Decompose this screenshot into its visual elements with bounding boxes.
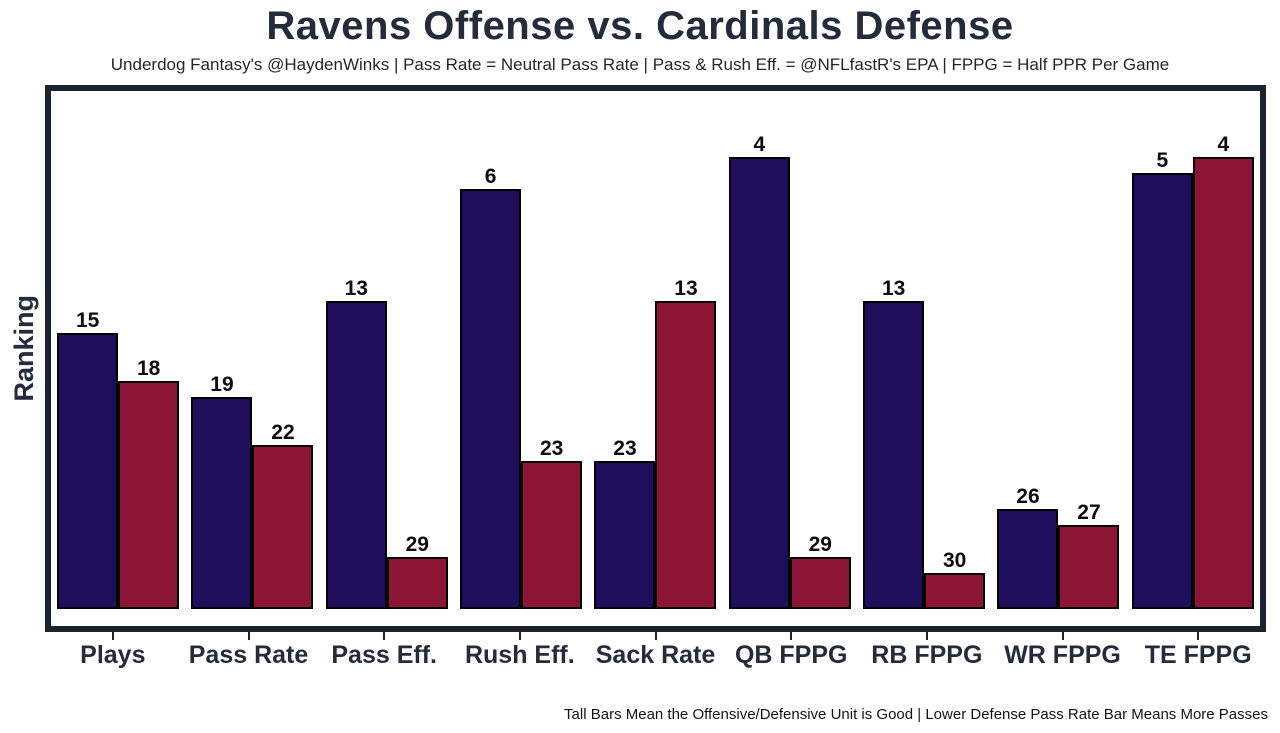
x-axis-label: TE FPPG [1144,641,1252,669]
offense-bar-column: 13 [863,277,925,609]
bar-group: 13 30 [857,278,991,609]
defense-bar-column: 13 [655,277,717,609]
bar-group: 13 29 [320,278,454,609]
footer-note: Tall Bars Mean the Offensive/Defensive U… [564,706,1268,723]
bar-group: 4 29 [723,134,857,609]
defense-bar-column: 4 [1192,133,1254,609]
defense-rank-label: 22 [271,421,295,444]
offense-bar [997,509,1059,609]
offense-bar-column: 23 [594,437,656,609]
x-axis-cell: WR FPPG [995,632,1131,670]
offense-rank-label: 23 [613,437,637,460]
defense-bar [118,381,180,609]
offense-rank-label: 15 [75,309,100,332]
x-axis-label: Sack Rate [595,641,716,669]
offense-rank-label: 26 [1016,485,1040,508]
offense-rank-label: 4 [753,133,766,156]
plot-frame: 15 18 19 22 13 29 6 23 23 13 4 29 13 30 26 27 5 4 [45,85,1266,632]
defense-rank-label: 13 [674,277,698,300]
x-axis-label: QB FPPG [734,641,848,669]
offense-rank-label: 5 [1156,149,1169,172]
x-axis-cell: RB FPPG [859,632,995,670]
defense-bar-column: 22 [252,421,314,609]
defense-rank-label: 27 [1077,501,1101,524]
offense-bar [1131,173,1193,609]
defense-bar [789,557,851,609]
offense-rank-label: 6 [484,165,497,188]
x-axis-label: Rush Eff. [464,641,575,669]
offense-bar [863,301,925,609]
x-axis-label: Plays [80,641,146,669]
defense-rank-label: 23 [539,437,564,460]
defense-bar [386,557,448,609]
plot-area: 15 18 19 22 13 29 6 23 23 13 4 29 13 30 26 27 5 4 [51,91,1260,626]
chart-title: Ravens Offense vs. Cardinals Defense [266,4,1014,48]
offense-rank-label: 13 [344,277,368,300]
offense-bar-column: 26 [997,485,1059,609]
x-axis-tick [790,632,793,640]
x-axis-cell: Sack Rate [588,632,724,670]
offense-bar-column: 6 [460,165,522,609]
defense-bar [924,573,986,609]
y-axis-label: Ranking [9,295,39,402]
offense-rank-label: 13 [881,277,906,300]
defense-rank-label: 4 [1217,133,1230,156]
offense-bar [325,301,387,609]
x-axis-tick [925,632,928,640]
defense-bar-column: 29 [386,533,448,609]
x-axis-label: Pass Rate [188,641,309,669]
x-axis-label: RB FPPG [871,641,983,669]
x-axis-cell: Pass Rate [181,632,317,670]
offense-bar-column: 4 [728,133,790,609]
defense-bar [521,461,583,609]
x-axis-cell: TE FPPG [1130,632,1266,670]
bar-group: 19 22 [185,374,319,609]
offense-bar [191,397,253,609]
offense-bar-column: 15 [57,309,119,609]
defense-bar-column: 30 [924,549,986,609]
bar-group: 15 18 [51,310,185,609]
defense-bar-column: 18 [118,357,180,609]
offense-bar-column: 5 [1131,149,1193,609]
x-axis-tick [518,632,521,640]
offense-bar [57,333,119,609]
bar-group: 23 13 [588,278,722,609]
x-axis-tick [383,632,386,640]
defense-bar [1058,525,1120,609]
offense-bar [594,461,656,609]
defense-bar-column: 27 [1058,501,1120,609]
offense-bar-column: 13 [325,277,387,609]
x-axis-cell: Pass Eff. [316,632,452,670]
x-axis-cell: Rush Eff. [452,632,588,670]
x-axis-tick [111,632,114,640]
defense-rank-label: 29 [405,533,429,556]
x-axis-cell: QB FPPG [723,632,859,670]
chart-subtitle: Underdog Fantasy's @HaydenWinks | Pass R… [110,55,1170,74]
defense-bar [655,301,717,609]
defense-rank-label: 30 [942,549,967,572]
x-axis-tick [247,632,250,640]
x-axis-cell: Plays [45,632,181,670]
defense-bar-column: 29 [789,533,851,609]
x-axis-tick [1061,632,1064,640]
offense-bar [460,189,522,609]
offense-bar-column: 19 [191,373,253,609]
x-axis-tick [1197,632,1200,640]
bar-group: 6 23 [454,166,588,609]
defense-rank-label: 29 [808,533,832,556]
offense-rank-label: 19 [210,373,234,396]
offense-bar [728,157,790,609]
x-axis-tick [654,632,657,640]
defense-bar [252,445,314,609]
x-axis-label: Pass Eff. [331,641,437,669]
bar-group: 26 27 [991,486,1125,609]
x-axis-label: WR FPPG [1004,641,1121,669]
defense-bar [1192,157,1254,609]
defense-rank-label: 18 [136,357,161,380]
x-axis: Plays Pass Rate Pass Eff. Rush Eff. Sack Rat… [45,632,1266,670]
defense-bar-column: 23 [521,437,583,609]
